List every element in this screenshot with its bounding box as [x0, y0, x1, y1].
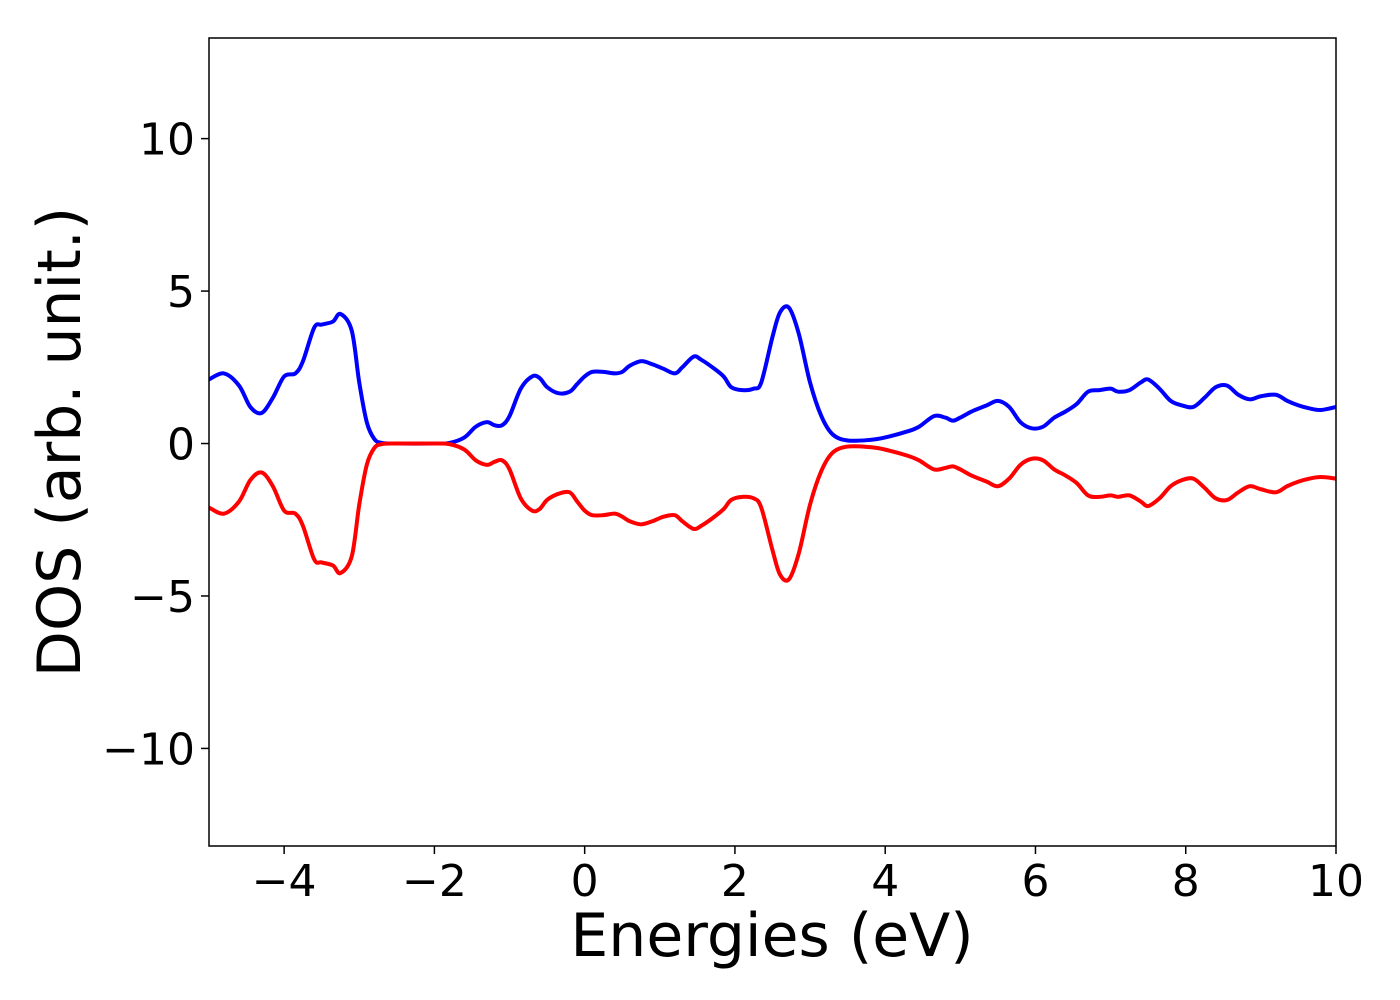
series-layer [209, 304, 1336, 583]
series-line-1 [209, 441, 1336, 583]
series-line-0 [209, 304, 1336, 446]
y-tick-label: 5 [167, 267, 195, 318]
y-axis: −10 −5 0 5 10 [102, 115, 209, 775]
x-axis: −4 −2 0 2 4 6 8 10 [252, 846, 1364, 907]
y-tick-label: −5 [130, 572, 195, 623]
x-tick-label: 6 [1021, 856, 1049, 907]
y-tick-label: −10 [102, 724, 195, 775]
y-tick-label: 10 [139, 115, 195, 166]
plot-frame [208, 37, 1337, 847]
y-axis-label: DOS (arb. unit.) [25, 207, 95, 677]
x-tick-label: 4 [871, 856, 899, 907]
y-tick-label: 0 [167, 420, 195, 471]
x-axis-label: Energies (eV) [570, 901, 973, 971]
x-tick-label: −4 [252, 856, 317, 907]
x-tick-label: 10 [1308, 856, 1364, 907]
x-tick-label: 0 [571, 856, 599, 907]
x-tick-label: 2 [721, 856, 749, 907]
x-tick-label: 8 [1172, 856, 1200, 907]
x-tick-label: −2 [402, 856, 467, 907]
